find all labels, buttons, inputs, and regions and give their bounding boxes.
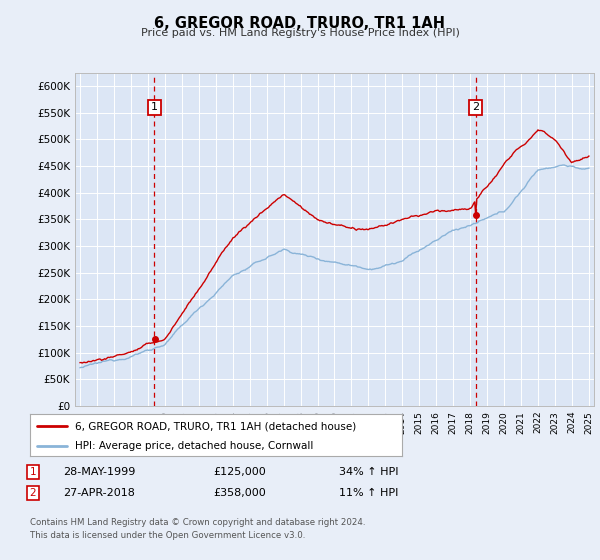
Text: 28-MAY-1999: 28-MAY-1999 — [63, 467, 136, 477]
Text: £125,000: £125,000 — [213, 467, 266, 477]
Text: 1: 1 — [151, 102, 158, 113]
Text: 1: 1 — [29, 467, 37, 477]
Text: 2: 2 — [472, 102, 479, 113]
Text: 34% ↑ HPI: 34% ↑ HPI — [339, 467, 398, 477]
Text: 6, GREGOR ROAD, TRURO, TR1 1AH: 6, GREGOR ROAD, TRURO, TR1 1AH — [155, 16, 445, 31]
Text: Contains HM Land Registry data © Crown copyright and database right 2024.
This d: Contains HM Land Registry data © Crown c… — [30, 518, 365, 539]
Text: 6, GREGOR ROAD, TRURO, TR1 1AH (detached house): 6, GREGOR ROAD, TRURO, TR1 1AH (detached… — [74, 421, 356, 431]
Text: 27-APR-2018: 27-APR-2018 — [63, 488, 135, 498]
Text: £358,000: £358,000 — [213, 488, 266, 498]
Text: 11% ↑ HPI: 11% ↑ HPI — [339, 488, 398, 498]
Text: Price paid vs. HM Land Registry's House Price Index (HPI): Price paid vs. HM Land Registry's House … — [140, 28, 460, 38]
Text: 2: 2 — [29, 488, 37, 498]
Text: HPI: Average price, detached house, Cornwall: HPI: Average price, detached house, Corn… — [74, 441, 313, 451]
